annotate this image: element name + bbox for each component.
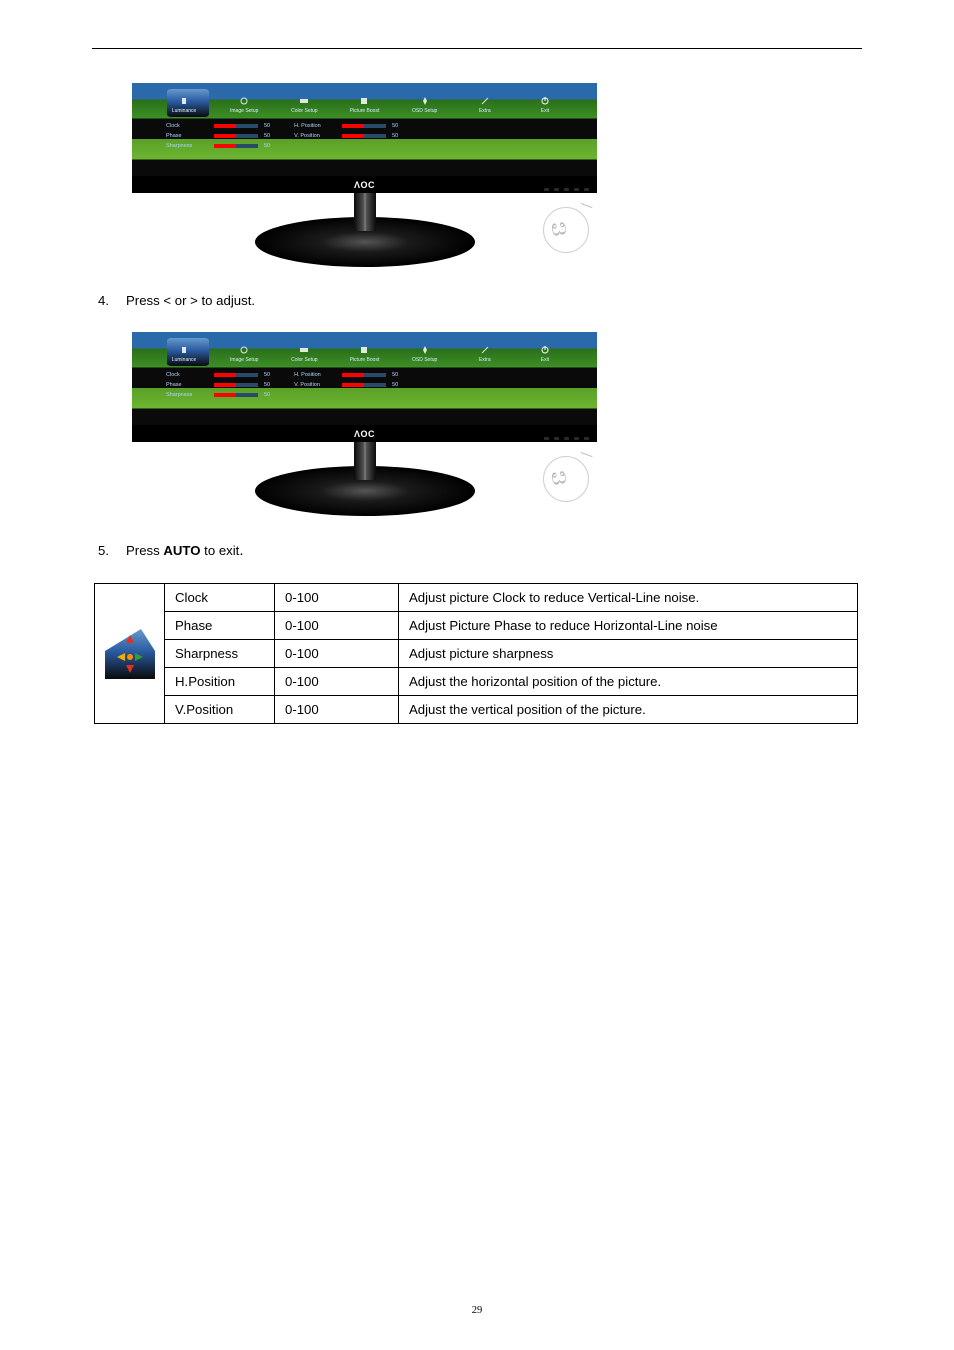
setting-name: Clock: [165, 584, 275, 612]
osd-setting-value: 50: [264, 392, 270, 398]
osd-tabs-row: Luminance Image Setup Color Setup Pictur…: [132, 93, 597, 117]
osd-setting-bar: [342, 373, 386, 377]
osd-setting-bar: [214, 383, 258, 387]
step-5-num: 5.: [98, 543, 126, 558]
osd-tab-label: Picture Boost: [350, 357, 380, 363]
osd-setting-value: 50: [392, 372, 398, 378]
setting-desc: Adjust picture sharpness: [399, 640, 858, 668]
osd-setting-name: H. Position: [294, 372, 336, 378]
table-row: Clock 0-100 Adjust picture Clock to redu…: [95, 584, 858, 612]
page-number: 29: [0, 1305, 954, 1316]
osd-setting-value: 50: [264, 143, 270, 149]
brand-text: ΛOC: [354, 180, 375, 190]
watermark-stamp: ೞ: [543, 203, 593, 253]
osd-setting-bar: [342, 383, 386, 387]
osd-setting-bar: [342, 124, 386, 128]
osd-setting-name: V. Position: [294, 382, 336, 388]
osd-setting-name: Sharpness: [166, 143, 208, 149]
osd-setting-name: Clock: [166, 372, 208, 378]
step-5-text: 5.Press AUTO to exit.: [98, 542, 862, 559]
osd-tab-label: OSD Setup: [412, 108, 437, 114]
table-row: H.Position 0-100 Adjust the horizontal p…: [95, 668, 858, 696]
monitor-stand-neck: [354, 193, 376, 231]
osd-tab-label: Color Setup: [291, 357, 317, 363]
osd-setting-row: Phase 50: [166, 382, 270, 388]
osd-tab-label: Color Setup: [291, 108, 317, 114]
table-row: Sharpness 0-100 Adjust picture sharpness: [95, 640, 858, 668]
osd-setting-value: 50: [264, 372, 270, 378]
setting-name: Phase: [165, 612, 275, 640]
osd-setting-bar: [214, 134, 258, 138]
osd-setting-bar: [214, 393, 258, 397]
osd-setting-value: 50: [264, 382, 270, 388]
setting-desc: Adjust Picture Phase to reduce Horizonta…: [399, 612, 858, 640]
setting-desc: Adjust picture Clock to reduce Vertical-…: [399, 584, 858, 612]
step-4-num: 4.: [98, 293, 126, 308]
monitor-osd-block-1: Luminance Image Setup Color Setup Pictur…: [132, 83, 597, 271]
monitor-osd-block-2: Luminance Image Setup Color Setup Pictur…: [132, 332, 597, 520]
osd-tab-label: Exit: [541, 357, 549, 363]
setting-desc: Adjust the horizontal position of the pi…: [399, 668, 858, 696]
osd-setting-name: Clock: [166, 123, 208, 129]
osd-setting-value: 50: [264, 123, 270, 129]
osd-tab-label: Image Setup: [230, 357, 258, 363]
osd-tab-label: OSD Setup: [412, 357, 437, 363]
osd-setting-name: Phase: [166, 382, 208, 388]
setting-range: 0-100: [275, 668, 399, 696]
osd-setting-row: V. Position 50: [294, 133, 398, 139]
osd-setting-row: H. Position 50: [294, 123, 398, 129]
osd-setting-bar: [214, 373, 258, 377]
step-4-text: 4.Press < or > to adjust.: [98, 293, 862, 308]
osd-setting-value: 50: [264, 133, 270, 139]
setting-desc: Adjust the vertical position of the pict…: [399, 696, 858, 724]
osd-tabs-row: Luminance Image Setup Color Setup Pictur…: [132, 342, 597, 366]
table-icon-cell: [95, 584, 165, 724]
brand-text: ΛOC: [354, 429, 375, 439]
osd-setting-value: 50: [392, 123, 398, 129]
osd-setting-value: 50: [392, 133, 398, 139]
setting-name: V.Position: [165, 696, 275, 724]
osd-setting-row: Sharpness 50: [166, 392, 270, 398]
monitor-stand-neck: [354, 442, 376, 480]
osd-tab-label: Picture Boost: [350, 108, 380, 114]
setting-range: 0-100: [275, 612, 399, 640]
osd-setting-row: Clock 50: [166, 372, 270, 378]
osd-setting-value: 50: [392, 382, 398, 388]
setting-range: 0-100: [275, 696, 399, 724]
setting-name: H.Position: [165, 668, 275, 696]
monitor-brand-bar: ΛOC: [132, 425, 597, 442]
osd-tab-label: Extra: [479, 108, 491, 114]
osd-setting-row: V. Position 50: [294, 382, 398, 388]
setting-name: Sharpness: [165, 640, 275, 668]
osd-tab-label: Extra: [479, 357, 491, 363]
osd-setting-row: Clock 50: [166, 123, 270, 129]
image-setup-settings-table: Clock 0-100 Adjust picture Clock to redu…: [94, 583, 858, 724]
osd-setting-row: Sharpness 50: [166, 143, 270, 149]
osd-setting-row: H. Position 50: [294, 372, 398, 378]
osd-tab-label: Image Setup: [230, 108, 258, 114]
osd-setting-bar: [342, 134, 386, 138]
osd-setting-name: H. Position: [294, 123, 336, 129]
osd-setting-row: Phase 50: [166, 133, 270, 139]
image-setup-icon: [103, 627, 157, 681]
watermark-stamp: ೞ: [543, 452, 593, 502]
osd-setting-name: Phase: [166, 133, 208, 139]
table-row: Phase 0-100 Adjust Picture Phase to redu…: [95, 612, 858, 640]
osd-tab-label: Luminance: [172, 357, 196, 363]
osd-tab-label: Exit: [541, 108, 549, 114]
osd-setting-name: V. Position: [294, 133, 336, 139]
table-row: V.Position 0-100 Adjust the vertical pos…: [95, 696, 858, 724]
osd-tab-label: Luminance: [172, 108, 196, 114]
setting-range: 0-100: [275, 640, 399, 668]
top-rule: [92, 48, 862, 49]
osd-setting-name: Sharpness: [166, 392, 208, 398]
osd-setting-bar: [214, 144, 258, 148]
setting-range: 0-100: [275, 584, 399, 612]
monitor-brand-bar: ΛOC: [132, 176, 597, 193]
osd-setting-bar: [214, 124, 258, 128]
